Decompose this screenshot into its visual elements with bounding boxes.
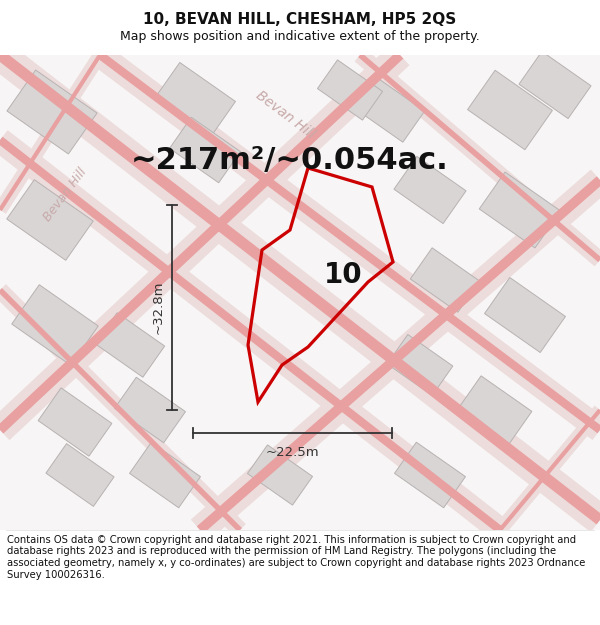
- Text: Bevan Hill: Bevan Hill: [253, 88, 317, 142]
- Bar: [130, 442, 200, 508]
- Text: Contains OS data © Crown copyright and database right 2021. This information is : Contains OS data © Crown copyright and d…: [7, 535, 586, 579]
- Bar: [115, 378, 185, 442]
- Bar: [170, 118, 241, 182]
- Bar: [387, 334, 453, 396]
- Bar: [95, 312, 164, 378]
- Bar: [519, 51, 591, 119]
- Bar: [410, 248, 479, 312]
- Bar: [155, 62, 235, 138]
- Text: Map shows position and indicative extent of the property.: Map shows position and indicative extent…: [120, 30, 480, 43]
- Bar: [395, 442, 466, 508]
- Bar: [485, 278, 565, 352]
- Bar: [12, 285, 98, 365]
- Text: ~32.8m: ~32.8m: [151, 281, 164, 334]
- Bar: [394, 156, 466, 224]
- Bar: [467, 70, 553, 150]
- Bar: [38, 388, 112, 456]
- Text: 10: 10: [323, 261, 362, 289]
- Text: ~22.5m: ~22.5m: [266, 446, 319, 459]
- Bar: [479, 172, 561, 248]
- Bar: [355, 78, 425, 142]
- Text: Bevan Hill: Bevan Hill: [41, 166, 89, 224]
- Bar: [247, 445, 313, 505]
- Bar: [46, 444, 114, 506]
- Bar: [7, 70, 97, 154]
- Bar: [458, 376, 532, 444]
- Bar: [7, 180, 93, 260]
- Text: ~217m²/~0.054ac.: ~217m²/~0.054ac.: [131, 146, 449, 174]
- Bar: [317, 60, 383, 120]
- Text: 10, BEVAN HILL, CHESHAM, HP5 2QS: 10, BEVAN HILL, CHESHAM, HP5 2QS: [143, 12, 457, 27]
